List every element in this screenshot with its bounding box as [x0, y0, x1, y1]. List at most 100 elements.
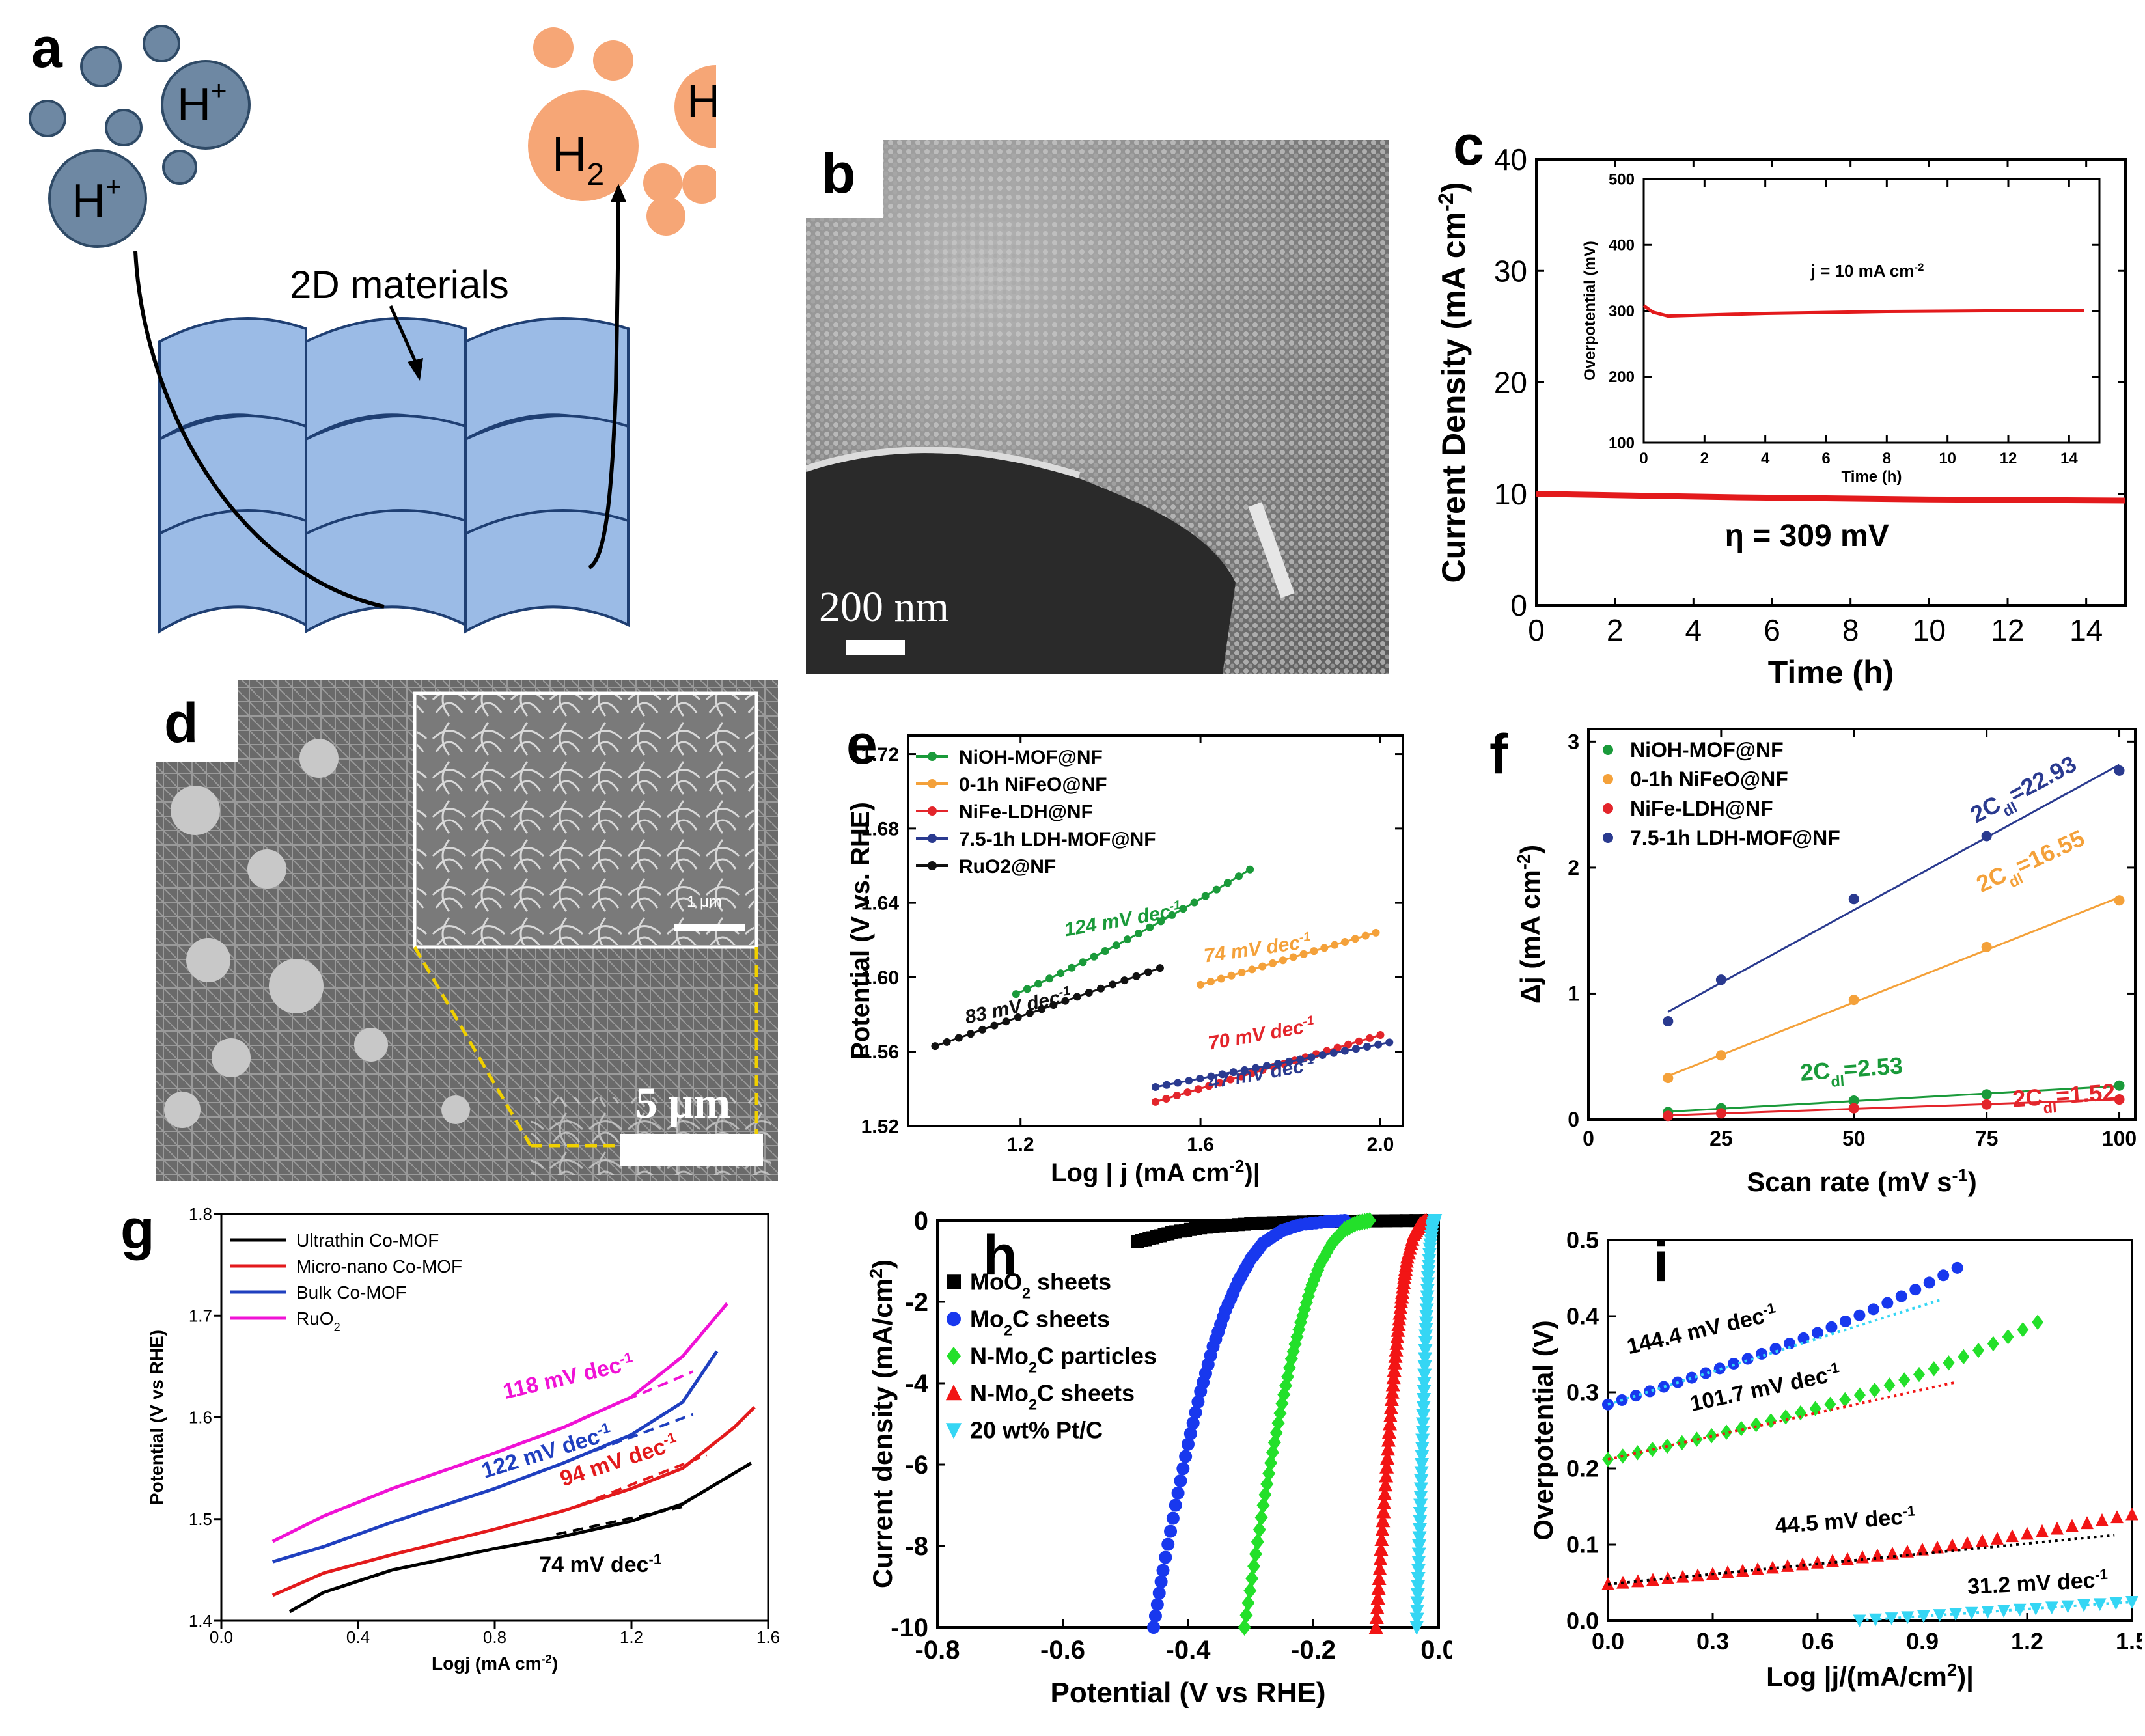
y-tick-label: 0.0: [1566, 1608, 1599, 1634]
data-point: [1223, 879, 1232, 887]
data-point: [1227, 971, 1236, 980]
data-point: [1109, 980, 1117, 989]
legend-marker: [947, 1274, 961, 1289]
x-axis-title: Log | j (mA cm-2)|: [1051, 1156, 1260, 1187]
data-point: [2036, 1524, 2049, 1537]
data-point: [1258, 962, 1267, 971]
data-point: [1190, 898, 1198, 907]
data-point: [1182, 1437, 1195, 1451]
x-tick-label: 2.0: [1367, 1134, 1394, 1155]
data-point: [1869, 1613, 1882, 1627]
data-point: [1002, 1017, 1010, 1026]
data-point: [1895, 1290, 1907, 1302]
data-point: [1417, 1385, 1432, 1399]
proton-label-2: H+: [72, 171, 122, 227]
data-point: [1415, 1426, 1430, 1440]
data-point: [1415, 1458, 1430, 1472]
data-point: [1409, 1612, 1424, 1627]
data-point: [1976, 1534, 1989, 1547]
data-point: [1147, 1621, 1161, 1634]
series-1: [1197, 928, 1380, 989]
legend-marker: [928, 861, 937, 870]
data-point: [1152, 1083, 1159, 1091]
data-point: [1263, 1062, 1271, 1070]
data-point: [2017, 1322, 2029, 1338]
data-point: [2002, 1329, 2014, 1345]
legend-label: 7.5-1h LDH-MOF@NF: [959, 829, 1156, 850]
y-tick-label: 3: [1568, 730, 1579, 754]
hydrogen-small-bubbles: [533, 27, 716, 236]
x-tick-label: 8: [1883, 450, 1891, 467]
x-axis-title: Potential (V vs RHE): [1051, 1677, 1326, 1709]
y-tick-label: 0: [1510, 588, 1527, 622]
data-point: [1061, 997, 1070, 1005]
data-point: [1171, 1486, 1185, 1500]
y-tick-label: 1.52: [861, 1116, 899, 1138]
y-tick-label: 20: [1494, 366, 1527, 400]
x-tick-label: 50: [1842, 1127, 1866, 1150]
x-tick-label: 100: [2102, 1127, 2137, 1150]
panel-label-c: c: [1453, 115, 1484, 177]
2d-material-layers: [158, 317, 630, 634]
data-point: [967, 1030, 975, 1038]
polarization-curve: [288, 1461, 753, 1614]
data-point: [1372, 1561, 1387, 1575]
data-point: [1248, 965, 1256, 974]
data-point: [2096, 1513, 2109, 1526]
y-tick-label: 2: [1568, 856, 1579, 879]
slope-label: 144.4 mV dec-1: [1624, 1299, 1779, 1359]
data-point: [2109, 1597, 2123, 1610]
legend-label: 7.5-1h LDH-MOF@NF: [1630, 826, 1840, 849]
data-point: [1376, 1513, 1391, 1528]
data-point: [1413, 1491, 1428, 1505]
data-point: [1383, 1408, 1398, 1422]
data-point: [1189, 1406, 1202, 1419]
data-point: [1676, 1569, 1689, 1583]
data-point: [1415, 1417, 1430, 1432]
x-tick-label: 0.8: [483, 1627, 506, 1647]
legend-label: 0-1h NiFeO@NF: [1630, 767, 1788, 791]
slope-label: 74 mV dec-1: [1202, 930, 1312, 967]
fit-line: [1155, 1041, 1390, 1088]
x-tick-label: 1.2: [620, 1627, 643, 1647]
y-tick-label: 0: [914, 1207, 928, 1235]
data-point: [1374, 1040, 1383, 1049]
data-point: [1414, 1474, 1429, 1489]
y-tick-label: -8: [905, 1532, 928, 1561]
x-tick-label: 0: [1528, 613, 1545, 647]
data-point: [1981, 1099, 1992, 1110]
data-point: [1663, 1016, 1674, 1027]
data-point: [1416, 1409, 1431, 1424]
data-point: [1676, 1435, 1688, 1451]
y-tick-label: -2: [905, 1288, 928, 1317]
y-tick-label: 1.64: [861, 893, 900, 915]
data-point: [1057, 969, 1065, 978]
overpotential-annotation: η = 309 mV: [1725, 519, 1889, 553]
series-0: [1012, 865, 1254, 999]
data-point: [1351, 935, 1359, 943]
data-point: [1951, 1261, 1963, 1274]
hydrogen-path-arrow: [588, 195, 620, 570]
data-point: [1361, 931, 1370, 940]
inset-x-title: Time (h): [1842, 468, 1902, 486]
capacitance-label: 2Cdl=1.52: [2012, 1079, 2116, 1119]
fit-line: [1667, 764, 2120, 1013]
plot-frame: [907, 734, 1404, 1127]
data-point: [1736, 1564, 1749, 1577]
data-point: [1412, 1531, 1427, 1546]
y-tick-label: 100: [1609, 434, 1635, 452]
data-point: [1377, 1486, 1392, 1500]
data-point: [1318, 1051, 1327, 1060]
data-point: [1987, 1336, 1999, 1352]
data-point: [1320, 944, 1329, 952]
legend-marker: [928, 834, 937, 843]
data-point: [1344, 1040, 1353, 1049]
data-point: [1644, 1385, 1656, 1398]
inset-y-title: Overpotential (mV): [1581, 241, 1599, 381]
data-point: [1410, 1588, 1425, 1603]
slope-label: 124 mV dec-1: [1062, 898, 1183, 941]
data-point: [1867, 1303, 1879, 1316]
data-point: [1411, 1572, 1426, 1586]
data-point: [1379, 1459, 1394, 1474]
data-point: [1370, 1600, 1385, 1614]
